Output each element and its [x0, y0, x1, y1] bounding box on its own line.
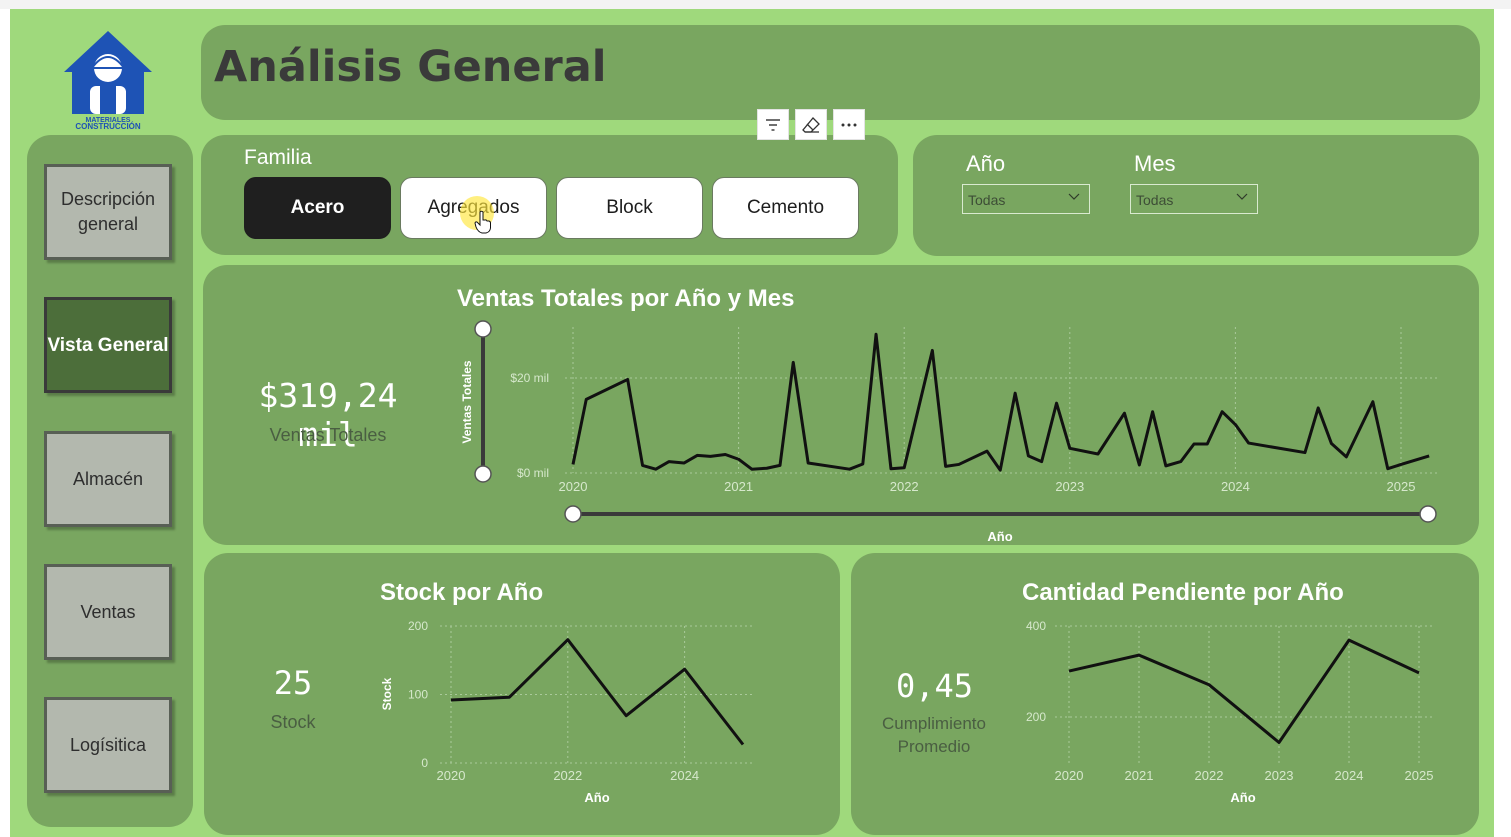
ventas-series-line [571, 332, 1430, 472]
x-tick-label: 2020 [559, 479, 588, 494]
nav-descripcion-general-button[interactable]: Descripción general [44, 164, 172, 260]
page-title: Análisis General [214, 42, 607, 92]
familia-label: Familia [244, 146, 312, 169]
hand-cursor-icon [474, 210, 492, 238]
chip-acero[interactable]: Acero [244, 177, 391, 239]
y-tick-label: $20 mil [510, 371, 549, 385]
y-tick-label: $0 mil [517, 466, 549, 480]
x-axis-title: Año [987, 529, 1012, 544]
pendiente-chart-title: Cantidad Pendiente por Año [1022, 579, 1344, 606]
x-range-slider-handle[interactable] [564, 505, 582, 523]
x-tick-label: 2024 [670, 768, 699, 783]
pendiente-chart-panel [851, 553, 1479, 835]
chip-cemento[interactable]: Cemento [712, 177, 859, 239]
chip-label: Block [606, 197, 653, 218]
x-tick-label: 2024 [1335, 768, 1364, 783]
ventas-chart-title: Ventas Totales por Año y Mes [457, 285, 795, 312]
title-panel [201, 25, 1480, 120]
chevron-down-icon [1068, 193, 1080, 200]
nav-ventas-button[interactable]: Ventas [44, 564, 172, 660]
x-tick-label: 2024 [1221, 479, 1250, 494]
x-tick-label: 2022 [1195, 768, 1224, 783]
x-tick-label: 2022 [553, 768, 582, 783]
y-tick-label: 200 [408, 619, 428, 633]
logo-caption-1: MATERIALES [86, 117, 131, 124]
filter-icon[interactable] [757, 109, 789, 140]
kpi-stock-value: 25 [273, 664, 313, 702]
y-tick-label: 0 [421, 756, 428, 770]
x-tick-label: 2023 [1055, 479, 1084, 494]
nav-vista-general-button[interactable]: Vista General [44, 297, 172, 393]
eraser-icon[interactable] [795, 109, 827, 140]
kpi-stock-label: Stock [270, 712, 316, 732]
ventas-chart-panel [203, 265, 1479, 545]
anio-label: Año [966, 151, 1006, 176]
x-tick-label: 2022 [890, 479, 919, 494]
x-axis-title: Año [1230, 790, 1255, 805]
company-logo: MATERIALES CONSTRUCCIÓN [62, 28, 154, 132]
nav-label: Vista General [47, 334, 169, 356]
x-tick-label: 2020 [1055, 768, 1084, 783]
x-tick-label: 2021 [1125, 768, 1154, 783]
x-tick-label: 2023 [1265, 768, 1294, 783]
chip-block[interactable]: Block [556, 177, 703, 239]
pendiente-series-line [1068, 638, 1420, 744]
nav-label: Almacén [72, 468, 144, 489]
nav-label: Logísitica [69, 734, 147, 755]
y-axis-title: Ventas Totales [460, 360, 474, 443]
y-axis-title: Stock [380, 677, 394, 710]
nav-label: Descripción general [60, 189, 156, 234]
logo-caption-2: CONSTRUCCIÓN [75, 122, 141, 131]
anio-dropdown-value: Todas [968, 192, 1006, 208]
x-tick-label: 2021 [724, 479, 753, 494]
kpi-cumplimiento-value: 0,45 [895, 667, 974, 705]
visual-toolbar [757, 109, 865, 140]
anio-dropdown[interactable]: Todas [962, 184, 1090, 214]
x-tick-label: 2020 [437, 768, 466, 783]
window-top-strip [0, 0, 1511, 9]
y-tick-label: 400 [1026, 619, 1046, 633]
stock-series-line [450, 638, 745, 746]
stock-chart-title: Stock por Año [380, 579, 544, 606]
x-tick-label: 2025 [1405, 768, 1434, 783]
chevron-down-icon [1236, 193, 1248, 200]
mes-label: Mes [1134, 151, 1176, 176]
y-tick-label: 200 [1026, 710, 1046, 724]
mes-dropdown[interactable]: Todas [1130, 184, 1258, 214]
y-range-slider-handle[interactable] [474, 465, 492, 483]
kpi-cumplimiento-label: Cumplimiento Promedio [882, 714, 986, 756]
more-options-icon[interactable] [833, 109, 865, 140]
kpi-ventas-label: Ventas Totales [269, 425, 387, 445]
chip-label: Acero [290, 197, 345, 218]
nav-logistica-button[interactable]: Logísitica [44, 697, 172, 793]
chip-label: Cemento [746, 197, 825, 218]
y-range-slider-handle[interactable] [474, 320, 492, 338]
nav-almacen-button[interactable]: Almacén [44, 431, 172, 527]
x-axis-title: Año [584, 790, 609, 805]
x-tick-label: 2025 [1387, 479, 1416, 494]
mes-dropdown-value: Todas [1136, 192, 1174, 208]
x-range-slider-handle[interactable] [1419, 505, 1437, 523]
nav-label: Ventas [80, 601, 136, 622]
kpi-ventas-value: $319,24 mil [258, 376, 398, 454]
y-tick-label: 100 [408, 688, 428, 702]
